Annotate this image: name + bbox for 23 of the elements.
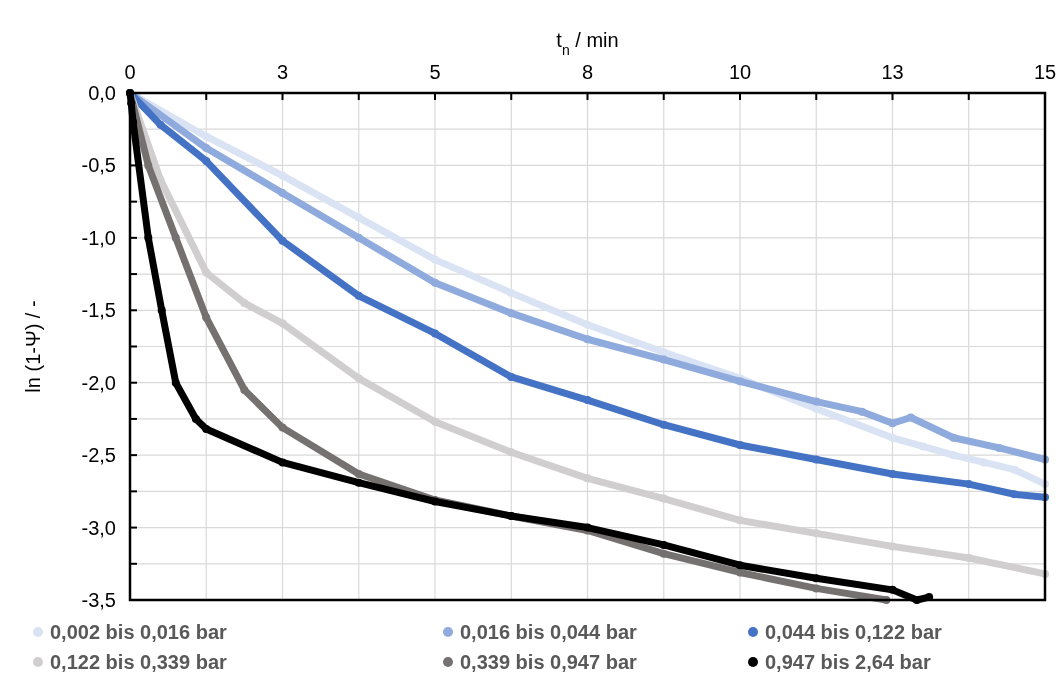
y-tick-label: -3,0	[81, 516, 116, 539]
y-tick-label: -2,0	[81, 371, 116, 394]
legend-label: 0,947 bis 2,64 bar	[765, 651, 931, 673]
legend-label: 0,002 bis 0,016 bar	[50, 621, 227, 643]
x-tick-label: 10	[728, 61, 752, 83]
x-tick-label: 3	[276, 61, 289, 83]
y-tick-label: -1,0	[81, 226, 116, 249]
x-tick-label: 0	[124, 61, 136, 83]
x-tick-label: 13	[881, 61, 904, 83]
y-tick-label: 0,0	[88, 82, 116, 104]
y-tick-label: -3,5	[81, 589, 116, 611]
x-tick-label: 8	[581, 61, 594, 83]
y-tick-label: -0,5	[81, 154, 116, 177]
x-axis-title: t$_{n}$ / min	[556, 29, 619, 58]
legend-label: 0,339 bis 0,947 bar	[460, 651, 637, 673]
y-tick-label: -2,5	[81, 444, 116, 467]
x-tick-label: 15	[1033, 61, 1057, 83]
y-axis-title: ln (1-Ψ) / -	[22, 300, 44, 393]
legend-label: 0,016 bis 0,044 bar	[460, 621, 637, 643]
y-tick-label: -1,5	[81, 299, 116, 322]
legend-label: 0,044 bis 0,122 bar	[765, 621, 942, 643]
x-tick-label: 5	[429, 61, 441, 83]
legend-label: 0,122 bis 0,339 bar	[50, 651, 227, 673]
